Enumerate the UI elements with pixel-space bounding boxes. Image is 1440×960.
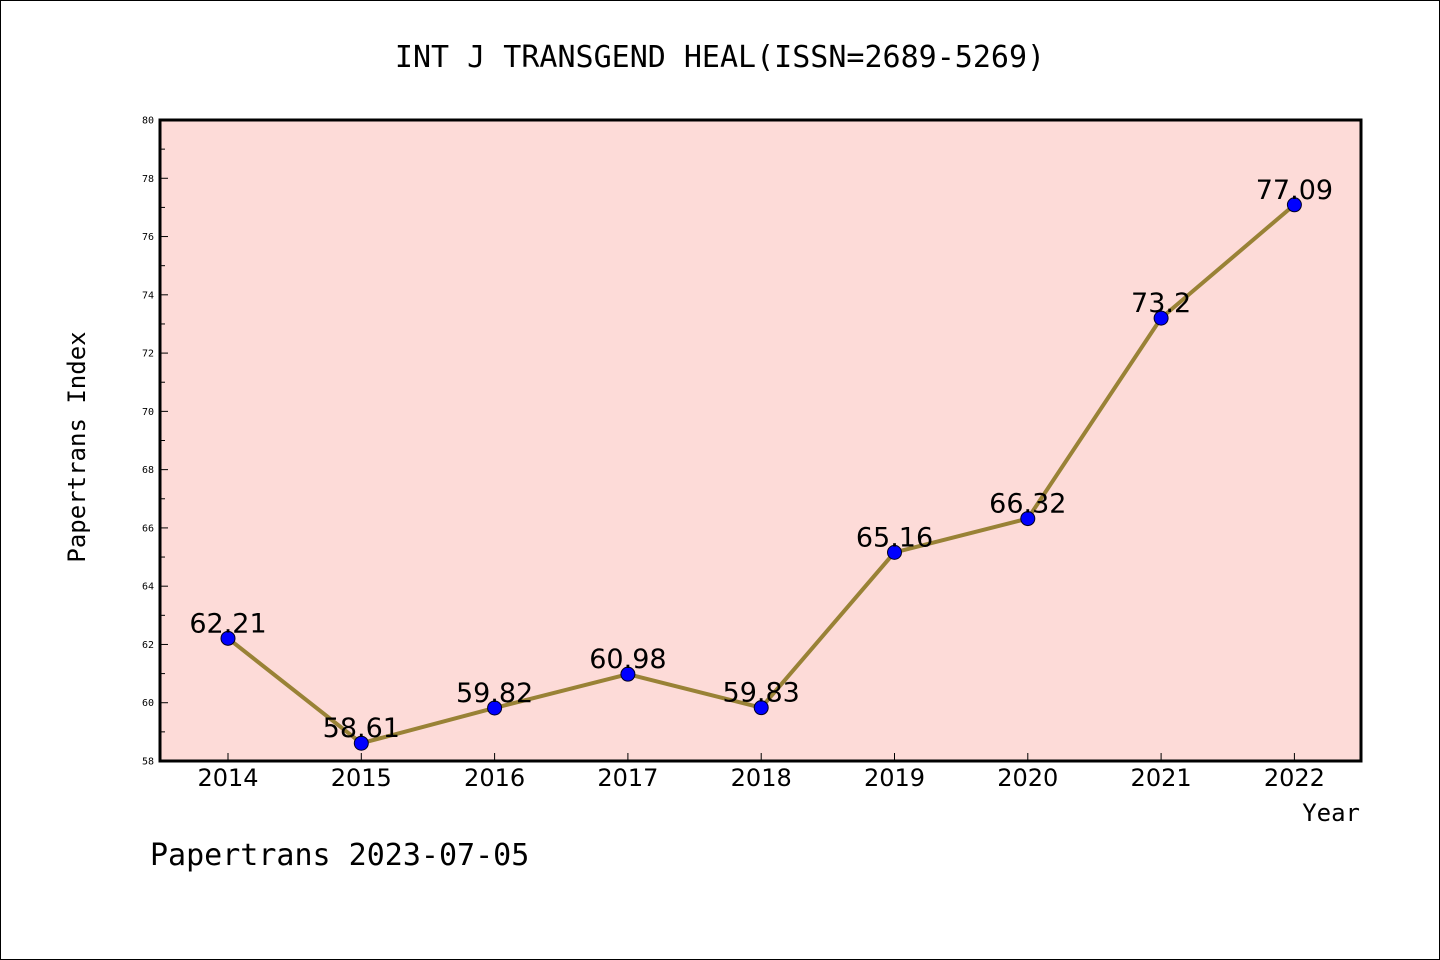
data-point [487, 700, 503, 716]
data-label: 58.61 [323, 713, 400, 744]
x-tick-label: 2019 [864, 764, 925, 792]
data-label: 66.32 [989, 489, 1066, 520]
footer-text: Papertrans 2023-07-05 [150, 838, 529, 873]
data-point [1020, 511, 1036, 527]
x-tick-label: 2015 [331, 764, 392, 792]
plot-area [158, 118, 1363, 763]
y-axis-ticks: 58 60 62 64 66 68 70 72 74 76 78 80 [142, 116, 168, 768]
data-point [620, 666, 636, 682]
x-tick-label: 2022 [1264, 764, 1325, 792]
data-point [753, 700, 769, 716]
y-tick-label: 80 [142, 116, 154, 127]
y-tick-label: 64 [142, 582, 154, 593]
data-label: 60.98 [589, 644, 666, 675]
data-label: 59.83 [723, 678, 800, 709]
data-label: 65.16 [856, 522, 933, 553]
data-labels: 62.21 58.61 59.82 60.98 59.83 65.16 66.32 73.2 7… [189, 175, 1333, 744]
x-tick-label: 2020 [997, 764, 1058, 792]
y-tick-label: 70 [142, 407, 154, 418]
y-tick-label: 72 [142, 349, 154, 360]
x-axis-label: Year [1302, 799, 1360, 827]
y-tick-label: 60 [142, 698, 154, 709]
x-axis-ticks: 2014 2015 2016 2017 2018 2019 2020 2021 2022 [197, 753, 1325, 792]
y-tick-label: 76 [142, 232, 154, 243]
x-tick-label: 2014 [197, 764, 258, 792]
x-tick-label: 2021 [1131, 764, 1192, 792]
y-tick-label: 68 [142, 465, 154, 476]
x-tick-label: 2016 [464, 764, 525, 792]
data-point [220, 630, 236, 646]
data-label: 62.21 [189, 608, 266, 639]
y-tick-label: 78 [142, 174, 154, 185]
series-line [220, 197, 1302, 751]
y-tick-label: 66 [142, 523, 154, 534]
data-label: 73.2 [1131, 288, 1191, 319]
data-point [353, 735, 369, 751]
chart-title: INT J TRANSGEND HEAL(ISSN=2689-5269) [395, 40, 1045, 75]
x-tick-label: 2018 [731, 764, 792, 792]
y-axis-label: Papertrans Index [63, 331, 91, 562]
data-label: 77.09 [1256, 175, 1333, 206]
data-point [887, 544, 902, 560]
y-tick-label: 74 [142, 290, 154, 301]
data-point [1286, 197, 1302, 213]
y-tick-label: 58 [142, 757, 154, 768]
x-tick-label: 2017 [597, 764, 658, 792]
data-label: 59.82 [456, 678, 533, 709]
y-tick-label: 62 [142, 640, 154, 651]
data-point [1153, 310, 1169, 326]
